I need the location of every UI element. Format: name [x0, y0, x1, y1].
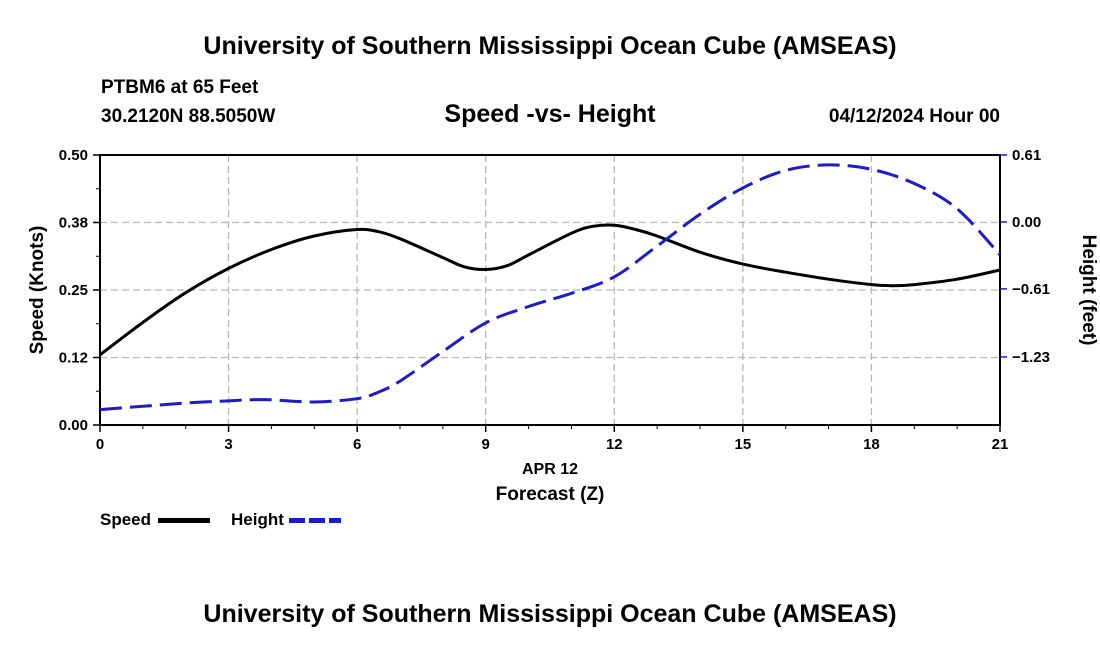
grid-layer: [100, 154, 1000, 425]
x-tick-label: 18: [863, 436, 880, 453]
y-right-tick-label: −1.23: [1012, 349, 1050, 366]
chart-bottom-title: University of Southern Mississippi Ocean…: [203, 600, 897, 628]
y-left-tick-label: 0.00: [59, 417, 88, 434]
legend-speed-line-icon: [157, 518, 210, 524]
ticks-layer: 0 3 6 9 12 15 18 21 0.00 0.12 0.25 0.38 0.50 0.61 0.00…: [59, 147, 1050, 453]
x-axis-date-label: APR 12: [522, 461, 578, 478]
x-tick-label: 21: [992, 436, 1009, 453]
station-coordinates: 30.2120N 88.5050W: [101, 106, 276, 127]
y-left-tick-label: 0.25: [59, 282, 88, 299]
y-right-tick-label: 0.00: [1012, 214, 1041, 231]
legend-height-label: Height: [231, 510, 284, 529]
y-right-tick-label: 0.61: [1012, 147, 1041, 164]
station-label: PTBM6 at 65 Feet: [101, 77, 259, 98]
legend-height-line-icon: [288, 518, 341, 524]
chart-subtitle: Speed -vs- Height: [444, 100, 656, 128]
x-tick-label: 12: [606, 436, 623, 453]
x-tick-label: 15: [735, 436, 752, 453]
y-axis-right-title: Height (feet): [1078, 235, 1099, 346]
x-tick-label: 9: [482, 436, 490, 453]
x-tick-label: 6: [353, 436, 361, 453]
y-right-tick-label: −0.61: [1012, 281, 1050, 298]
legend-height: Height: [231, 510, 341, 530]
series-line-speed: [99, 223, 1001, 356]
legend-speed-label: Speed: [100, 510, 152, 529]
y-left-tick-label: 0.50: [59, 147, 88, 164]
forecast-datetime: 04/12/2024 Hour 00: [828, 106, 1000, 127]
chart-top-title: University of Southern Mississippi Ocean…: [203, 32, 897, 60]
x-tick-label: 0: [96, 436, 104, 453]
legend-speed: Speed: [100, 510, 210, 530]
y-left-tick-label: 0.38: [59, 215, 88, 232]
x-axis-title: Forecast (Z): [496, 484, 605, 505]
y-axis-left-title: Speed (Knots): [27, 226, 48, 355]
series-line-height: [99, 163, 1002, 412]
x-tick-label: 3: [224, 436, 232, 453]
series-layer: [99, 163, 1002, 412]
y-left-tick-label: 0.12: [59, 350, 88, 367]
